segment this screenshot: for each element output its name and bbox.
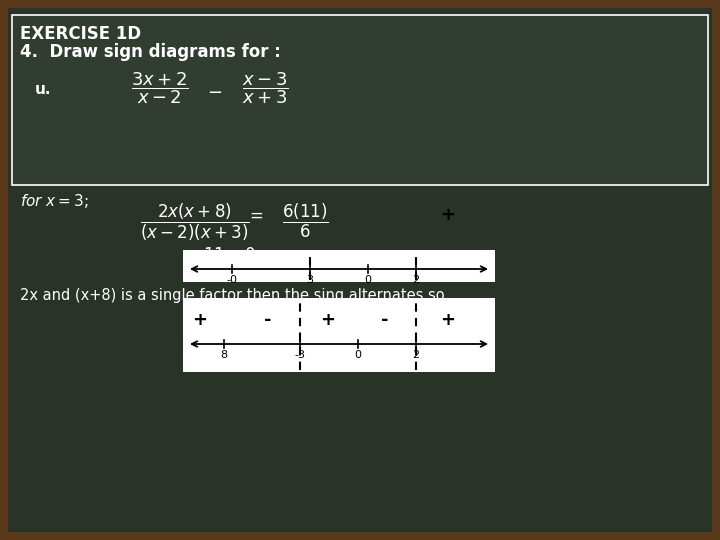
Text: $\dfrac{6(11)}{6}$: $\dfrac{6(11)}{6}$ xyxy=(282,202,328,240)
Text: +: + xyxy=(441,311,456,329)
Text: $for\ x=3;$: $for\ x=3;$ xyxy=(20,192,89,210)
Text: 2: 2 xyxy=(413,275,420,285)
Text: 2x and (x+8) is a single factor then the sing alternates so,: 2x and (x+8) is a single factor then the… xyxy=(20,288,449,303)
Text: $\dfrac{3x+2}{x-2}$: $\dfrac{3x+2}{x-2}$ xyxy=(131,70,189,106)
Text: $-$: $-$ xyxy=(207,82,222,100)
Bar xyxy=(183,298,495,372)
Bar xyxy=(12,15,708,185)
Bar xyxy=(183,250,495,282)
Text: 0: 0 xyxy=(354,350,361,360)
Text: 3: 3 xyxy=(307,275,313,285)
Text: +: + xyxy=(441,206,456,224)
Text: 2: 2 xyxy=(413,350,420,360)
Text: EXERCISE 1D: EXERCISE 1D xyxy=(20,25,141,43)
Text: -0: -0 xyxy=(227,275,238,285)
Text: -3: -3 xyxy=(294,350,305,360)
Text: u.: u. xyxy=(35,83,52,98)
Text: 4.  Draw sign diagrams for :: 4. Draw sign diagrams for : xyxy=(20,43,281,61)
Text: $\dfrac{2x(x+8)}{(x-2)(x+3)}$: $\dfrac{2x(x+8)}{(x-2)(x+3)}$ xyxy=(140,202,250,243)
Text: -: - xyxy=(264,311,271,329)
Text: $\dfrac{x-3}{x+3}$: $\dfrac{x-3}{x+3}$ xyxy=(242,70,288,106)
Text: 0: 0 xyxy=(364,275,372,285)
Text: +: + xyxy=(192,311,207,329)
Text: 8: 8 xyxy=(220,350,228,360)
Text: +: + xyxy=(320,311,336,329)
Text: $=$: $=$ xyxy=(246,206,264,224)
Text: -: - xyxy=(382,311,389,329)
Text: $= 11 > 0$: $= 11 > 0$ xyxy=(184,247,257,264)
